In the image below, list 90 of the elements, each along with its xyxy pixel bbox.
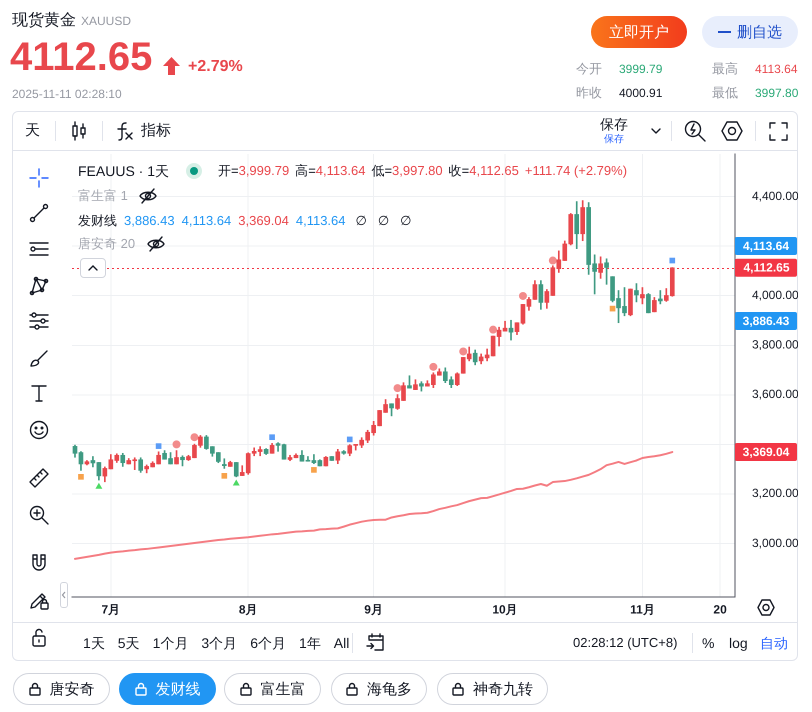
text: 昨收 xyxy=(576,85,602,101)
y-tick-label: 3,000.00 xyxy=(752,536,800,550)
annotation: ∅ xyxy=(356,213,367,229)
y-tick-label: 4,000.00 xyxy=(752,288,800,302)
annotation: ∅ xyxy=(378,213,390,229)
watchlist-button[interactable]: 删自选 xyxy=(702,16,798,48)
point xyxy=(429,362,438,371)
annotation: ∅ xyxy=(400,213,412,229)
text: 1天 xyxy=(83,634,105,652)
point xyxy=(346,436,353,442)
x-tick-label: 10月 xyxy=(492,602,518,617)
indicator-button[interactable]: 富生富 xyxy=(224,673,321,705)
text: 2025-11-11 02:28:10 xyxy=(12,87,122,102)
annotation: 富生富 1 xyxy=(78,188,128,204)
annotation: 开= xyxy=(218,163,239,179)
point xyxy=(459,347,468,356)
annotation: 低= xyxy=(371,163,392,179)
point xyxy=(518,292,527,300)
annotation: 4,113.64 xyxy=(316,163,366,179)
annotation: 4,113.64 xyxy=(182,213,232,229)
point xyxy=(172,440,181,448)
indicator-button[interactable]: 唐安奇 xyxy=(13,673,110,705)
point xyxy=(669,258,676,264)
y-tick-label: 3,600.00 xyxy=(752,387,800,402)
text: 3个月 xyxy=(201,634,238,652)
x-tick-label: 8月 xyxy=(238,602,258,617)
point xyxy=(190,433,198,442)
point xyxy=(232,480,240,486)
collapse-button[interactable] xyxy=(80,258,106,278)
text: 5天 xyxy=(118,634,140,652)
annotation: 3,369.04 xyxy=(238,213,289,229)
text: 4112.65 xyxy=(10,35,152,79)
y-tick-label: 3,800.00 xyxy=(752,338,800,352)
text: % xyxy=(702,634,714,652)
indicator-button[interactable]: 神奇九转 xyxy=(437,673,548,705)
annotation: FEAUUS · 1天 xyxy=(78,162,170,180)
point xyxy=(489,326,498,334)
point xyxy=(269,434,275,440)
point xyxy=(394,384,402,392)
x-tick-label: 9月 xyxy=(364,602,383,617)
annotation: 收= xyxy=(448,163,470,179)
text: 4000.91 xyxy=(619,86,662,101)
indicator-button[interactable]: 海龟多 xyxy=(331,673,427,705)
text: 4,113.64 xyxy=(742,239,790,253)
text: 自动 xyxy=(760,634,788,652)
text: 保存 xyxy=(600,116,628,133)
text: 1个月 xyxy=(152,634,188,652)
y-tick-label: 4,400.00 xyxy=(752,188,800,203)
text: 3997.80 xyxy=(755,86,798,101)
text: 最低 xyxy=(712,85,738,101)
text: 保存 xyxy=(604,134,624,146)
text: 指标 xyxy=(141,122,171,140)
point xyxy=(95,482,102,489)
text: 3,369.04 xyxy=(742,445,790,459)
annotation: 高= xyxy=(295,163,316,179)
chart-title: 现货黄金 xyxy=(12,11,76,31)
text: 最高 xyxy=(712,61,738,77)
annotation: 3,999.79 xyxy=(238,163,290,179)
x-tick-label: 11月 xyxy=(630,602,655,617)
point xyxy=(78,474,84,480)
text: 3,886.43 xyxy=(742,314,790,328)
y-tick-label: 3,200.00 xyxy=(752,486,800,500)
annotation: 3,886.43 xyxy=(124,213,175,229)
text: 6个月 xyxy=(250,634,286,652)
text: +2.79% xyxy=(188,57,243,77)
x-tick-label: 20 xyxy=(713,602,728,617)
point xyxy=(221,473,228,479)
text: 02:28:12 (UTC+8) xyxy=(573,635,678,651)
point xyxy=(610,306,616,312)
annotation: +111.74 (+2.79%) xyxy=(524,163,628,179)
annotation: 唐安奇 20 xyxy=(78,236,136,252)
ref-line-label: 4,112.65 xyxy=(743,260,790,275)
chart-subtitle: XAUUSD xyxy=(81,14,132,29)
text: All xyxy=(334,634,350,652)
annotation: 4,113.64 xyxy=(296,213,346,229)
candlestick xyxy=(407,375,412,388)
point xyxy=(311,467,317,473)
text: 3999.79 xyxy=(619,62,662,77)
text: 天 xyxy=(25,122,40,140)
text: log xyxy=(729,634,748,652)
x-tick-label: 7月 xyxy=(101,602,120,617)
point xyxy=(156,443,162,449)
annotation: 3,997.80 xyxy=(392,163,443,179)
point xyxy=(548,256,557,265)
text: 4113.64 xyxy=(755,62,798,77)
text: 今开 xyxy=(576,61,602,77)
text: 1年 xyxy=(298,634,321,652)
annotation: 4,112.65 xyxy=(469,163,519,179)
annotation: 发财线 xyxy=(78,213,117,229)
candlestick xyxy=(508,320,514,340)
